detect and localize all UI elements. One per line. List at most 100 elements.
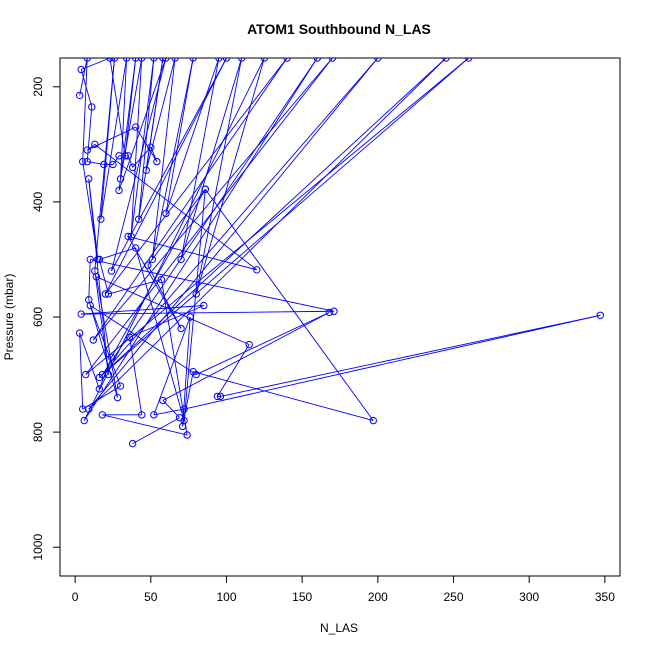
series-segment — [193, 371, 374, 422]
series-segment — [95, 276, 118, 398]
data-point — [79, 157, 87, 166]
data-point — [77, 310, 85, 318]
points-layer — [75, 58, 605, 448]
data-point — [83, 146, 91, 154]
data-point — [107, 353, 116, 361]
data-point — [442, 58, 450, 62]
x-tick-label: 100 — [216, 590, 236, 604]
series-segment — [183, 189, 206, 421]
data-point — [330, 307, 338, 315]
data-point — [77, 65, 85, 74]
data-point — [100, 160, 108, 169]
series-segment — [85, 58, 469, 375]
y-tick-label: 1000 — [31, 534, 45, 561]
data-point — [124, 152, 132, 160]
series-segment — [79, 333, 84, 410]
series-segment — [165, 58, 194, 214]
series-segment — [102, 58, 379, 375]
series-segment — [88, 58, 379, 410]
series-segment — [217, 344, 250, 397]
y-axis: 200 400 600 800 1000 — [31, 76, 61, 561]
series-segment — [124, 58, 137, 156]
data-point — [122, 58, 131, 62]
series-segment — [180, 58, 243, 260]
data-point — [180, 405, 188, 413]
y-tick-label: 600 — [31, 307, 45, 327]
data-point — [106, 58, 114, 62]
data-point — [116, 382, 125, 390]
data-point — [374, 58, 382, 62]
data-point — [110, 58, 119, 62]
series-segment — [180, 58, 220, 260]
data-point — [192, 290, 200, 298]
series-segment — [88, 299, 118, 398]
series-segment — [109, 58, 126, 156]
series-segment — [196, 311, 330, 375]
series-segment — [204, 188, 374, 421]
series-segment — [182, 316, 191, 427]
series-segment — [165, 58, 220, 214]
data-point — [215, 58, 223, 62]
data-point — [127, 232, 135, 241]
data-point — [107, 267, 116, 275]
series-layer — [79, 58, 601, 445]
data-point — [150, 58, 158, 62]
data-point — [142, 166, 150, 174]
data-point — [328, 58, 337, 62]
data-point — [283, 58, 291, 62]
data-point — [186, 313, 194, 321]
series-segment — [130, 58, 155, 237]
series-segment — [132, 417, 180, 445]
data-point — [213, 392, 222, 401]
data-point — [150, 411, 158, 419]
data-point — [75, 329, 84, 337]
data-point — [97, 215, 105, 223]
data-point — [201, 185, 209, 193]
series-segment — [135, 247, 185, 421]
data-point — [260, 58, 269, 62]
series-segment — [135, 126, 158, 162]
series-segment — [81, 310, 334, 315]
series-segment — [102, 414, 188, 436]
data-point — [596, 311, 605, 319]
data-point — [138, 411, 146, 419]
series-segment — [81, 58, 111, 70]
data-point — [115, 186, 123, 195]
series-segment — [162, 311, 330, 401]
data-point — [147, 143, 155, 151]
chart-title: ATOM1 Southbound N_LAS — [247, 21, 431, 37]
y-tick-label: 400 — [31, 192, 45, 212]
data-point — [159, 396, 167, 405]
data-point — [125, 333, 134, 341]
series-segment — [86, 143, 96, 151]
series-segment — [130, 58, 143, 237]
data-point — [82, 370, 90, 379]
series-segment — [145, 58, 164, 171]
data-point — [113, 393, 122, 402]
series-segment — [98, 259, 109, 295]
series-segment — [79, 332, 100, 390]
series-segment — [105, 58, 288, 295]
data-point — [175, 414, 184, 422]
data-point — [124, 232, 132, 241]
data-point — [178, 422, 187, 431]
series-segment — [127, 235, 257, 271]
series-segment — [102, 58, 318, 375]
data-point — [91, 140, 99, 149]
data-point — [95, 255, 104, 264]
series-segment — [90, 305, 197, 375]
data-point — [177, 324, 185, 333]
x-axis-label: N_LAS — [320, 621, 358, 635]
data-point — [98, 411, 107, 419]
series-segment — [108, 279, 162, 295]
series-segment — [195, 58, 243, 295]
data-point — [85, 175, 93, 183]
series-segment — [89, 305, 121, 387]
data-point — [157, 275, 166, 284]
series-segment — [83, 58, 265, 421]
x-tick-label: 50 — [144, 590, 158, 604]
series-segment — [100, 58, 128, 220]
x-tick-label: 250 — [443, 590, 463, 604]
data-point — [109, 160, 117, 169]
series-segment — [220, 314, 601, 397]
